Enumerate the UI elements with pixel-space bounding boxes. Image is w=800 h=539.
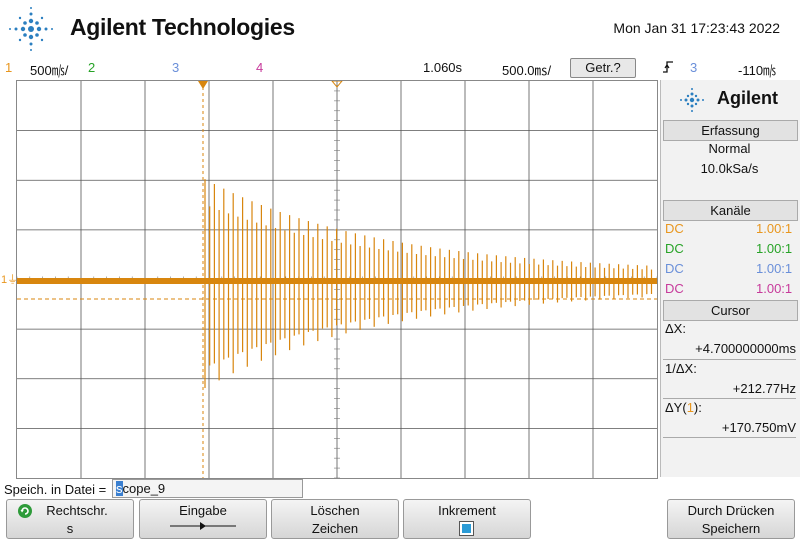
panel-logo-text: Agilent: [717, 88, 778, 108]
acquisition-header[interactable]: Erfassung: [663, 120, 798, 141]
channel-ratio: 1.00:1: [756, 281, 793, 296]
side-panel: Agilent Erfassung Normal 10.0kSa/s Kanäl…: [660, 80, 800, 477]
trigger-position-marker: [198, 81, 208, 89]
channel-coupling: DC: [665, 261, 684, 276]
ch1-number[interactable]: 1: [5, 60, 13, 75]
channel-coupling: DC: [665, 221, 684, 236]
channel-ratio: 1.00:1: [756, 221, 793, 236]
ch2-number[interactable]: 2: [88, 60, 96, 75]
softkey-delete-label: Löschen: [310, 503, 360, 518]
softkey-delete-char-button[interactable]: Löschen Zeichen: [271, 499, 399, 539]
inverse-delta-x-value: +212.77Hz: [732, 381, 796, 396]
cycle-arrow-icon: [18, 504, 32, 518]
softkey-direction-label: Rechtschr.: [46, 503, 108, 518]
ch1-marker-label: 1: [1, 274, 8, 286]
ch1-scale[interactable]: 500㎧/: [30, 63, 69, 78]
agilent-spark-logo-icon: [680, 88, 704, 112]
time-position[interactable]: 1.060s: [423, 60, 463, 75]
time-scale[interactable]: 500.0㎳/: [502, 63, 552, 78]
trigger-edge-icon: [662, 60, 674, 77]
agilent-spark-logo-icon: [9, 7, 53, 51]
filename-input[interactable]: scope_9: [112, 479, 303, 498]
ch3-number[interactable]: 3: [172, 60, 180, 75]
divider: [663, 359, 796, 360]
softkey-enter-button[interactable]: Eingabe: [139, 499, 267, 539]
delta-x-value: +4.700000000ms: [695, 341, 796, 356]
cursor-header[interactable]: Cursor: [663, 300, 798, 321]
save-file-bar: Speich. in Datei = scope_9: [0, 479, 800, 499]
sample-rate: 10.0kSa/s: [700, 161, 759, 176]
delta-y-label-suffix: ):: [693, 400, 702, 415]
ch1-ground-marker[interactable]: 1⏚: [1, 271, 18, 287]
header-bar: Agilent Technologies Mon Jan 31 17:23:43…: [0, 0, 800, 58]
softkey-increment-label: Inkrement: [438, 503, 496, 518]
softkey-delete-value: Zeichen: [311, 521, 359, 536]
acquisition-mode: Normal: [708, 141, 751, 156]
channel-ratio: 1.00:1: [756, 261, 793, 276]
delta-y-label: ΔY(1):: [665, 400, 702, 415]
datetime: Mon Jan 31 17:23:43 2022: [613, 20, 780, 36]
softkey-increment-button[interactable]: Inkrement: [403, 499, 531, 539]
brand-title: Agilent Technologies: [70, 14, 295, 40]
softkey-direction-value: s: [66, 521, 74, 536]
softkey-save-value: Speichern: [701, 521, 761, 536]
softkey-save-button[interactable]: Durch Drücken Speichern: [667, 499, 795, 539]
divider: [663, 398, 796, 399]
delta-x-label: ΔX:: [665, 321, 686, 336]
delta-y-channel: 1: [686, 400, 694, 415]
trigger-level[interactable]: -110㎧: [738, 63, 777, 78]
channel-coupling: DC: [665, 281, 684, 296]
status-row: 1 500㎧/ 2 3 4 1.060s 500.0㎳/ Getr.? 3 -1…: [0, 58, 800, 80]
delta-y-label-prefix: ΔY(: [665, 400, 687, 415]
time-reference-marker: [331, 81, 343, 88]
enter-arrow-icon: [170, 522, 236, 530]
delta-y-value: +170.750mV: [721, 420, 796, 435]
softkey-direction-button[interactable]: Rechtschr. s: [6, 499, 134, 539]
save-file-label: Speich. in Datei =: [4, 482, 107, 497]
waveform-grid: [17, 81, 657, 478]
inverse-delta-x-label: 1/ΔX:: [665, 361, 697, 376]
ch4-number[interactable]: 4: [256, 60, 264, 75]
trigger-source[interactable]: 3: [690, 60, 698, 75]
waveform-display[interactable]: [16, 80, 658, 479]
divider: [663, 437, 796, 438]
softkey-enter-label: Eingabe: [179, 503, 227, 518]
channel-ratio: 1.00:1: [756, 241, 793, 256]
increment-checkbox[interactable]: [459, 521, 474, 536]
channel-coupling: DC: [665, 241, 684, 256]
filename-rest: cope_9: [122, 481, 166, 496]
channels-header[interactable]: Kanäle: [663, 200, 798, 221]
trigger-mode-button[interactable]: Getr.?: [570, 58, 636, 78]
softkey-save-label: Durch Drücken: [687, 503, 775, 518]
ground-icon: ⏚: [7, 274, 19, 286]
